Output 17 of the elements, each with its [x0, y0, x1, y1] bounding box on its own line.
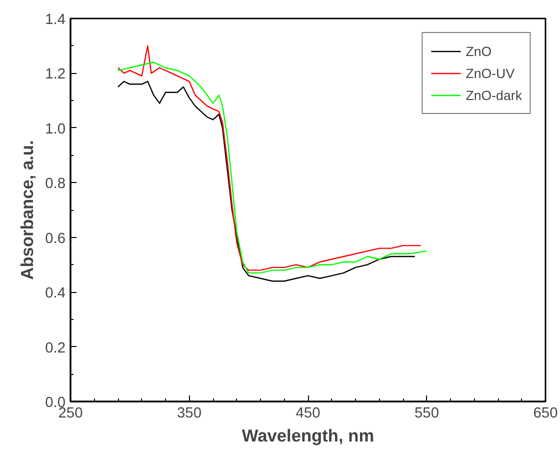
legend-label: ZnO: [466, 44, 492, 58]
y-tick-label: 1.2: [45, 66, 66, 83]
x-tick-label: 450: [296, 406, 320, 422]
legend-label: ZnO-dark: [466, 88, 522, 102]
y-axis-title: Absorbance, a.u.: [17, 140, 38, 280]
x-tick-label: 650: [533, 406, 558, 422]
y-tick-label: 0.6: [45, 230, 66, 247]
y-tick-label: 0.8: [45, 176, 66, 192]
y-tick-label: 1.4: [45, 12, 66, 28]
y-tick-label: 1.0: [45, 121, 66, 138]
x-tick-label: 350: [177, 406, 202, 422]
x-axis-title: Wavelength, nm: [242, 426, 374, 446]
x-tick-label: 550: [414, 406, 439, 422]
y-tick-label: 0.2: [45, 340, 66, 356]
legend-label: ZnO-UV: [466, 66, 515, 80]
y-tick-label: 0.4: [45, 286, 66, 302]
line-series: [117, 80, 416, 282]
